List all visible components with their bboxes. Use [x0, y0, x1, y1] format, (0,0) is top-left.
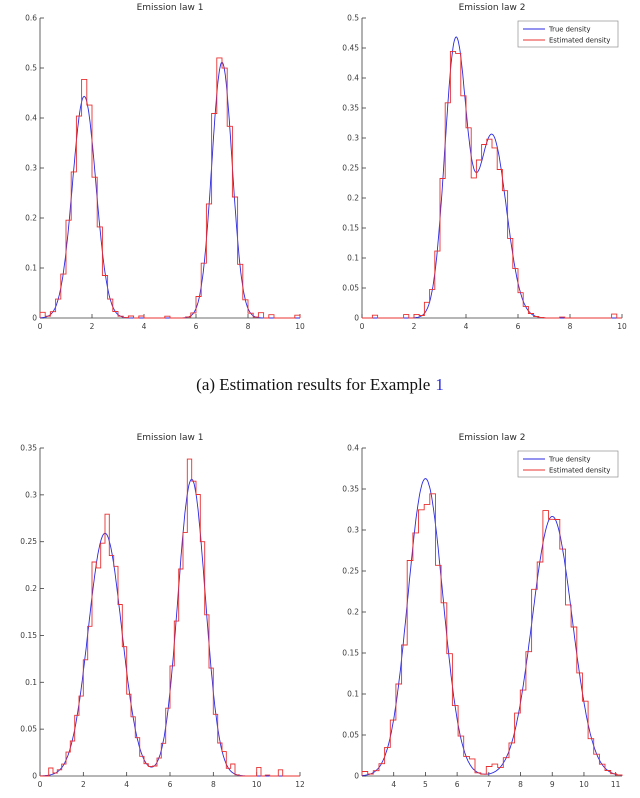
- svg-text:10: 10: [252, 780, 262, 789]
- svg-text:Emission law 1: Emission law 1: [137, 433, 204, 443]
- svg-text:0.1: 0.1: [347, 690, 359, 699]
- svg-text:4: 4: [391, 780, 396, 789]
- bottom-charts-row: Emission law 1 0 2 4 6 8 10 12 0 0.05 0.1 0.15 0.2 0.…: [0, 430, 640, 798]
- svg-text:0.2: 0.2: [25, 584, 37, 593]
- svg-text:0.3: 0.3: [25, 164, 37, 173]
- svg-text:0.1: 0.1: [347, 254, 359, 263]
- chart-bottom-right-emission-law-2: Emission law 2 4 5 6 7 8 9 10 11 0 0.05 0.1 0.15 0.2 0…: [332, 430, 630, 798]
- svg-text:10: 10: [617, 322, 627, 331]
- svg-text:8: 8: [211, 780, 216, 789]
- svg-text:Emission law 1: Emission law 1: [137, 3, 204, 13]
- svg-text:0.2: 0.2: [347, 608, 359, 617]
- svg-text:0.25: 0.25: [342, 164, 359, 173]
- svg-text:10: 10: [579, 780, 589, 789]
- svg-text:6: 6: [168, 780, 173, 789]
- svg-text:0.05: 0.05: [20, 725, 37, 734]
- svg-text:0.3: 0.3: [347, 526, 359, 535]
- svg-text:0.4: 0.4: [347, 74, 359, 83]
- chart-canvas-top-left: Emission law 1 0 2 4 6 8 10 0 0.1 0.2 0.3 0.4 0.5 0.6: [25, 3, 305, 331]
- svg-text:2: 2: [90, 322, 95, 331]
- svg-text:8: 8: [246, 322, 251, 331]
- chart-canvas-top-right: Emission law 2 0 2 4 6 8 10 0 0.05 0.1 0.15 0.2 0.25…: [342, 3, 627, 331]
- svg-text:Estimated density: Estimated density: [549, 36, 610, 44]
- top-charts-row: Emission law 1 0 2 4 6 8 10 0 0.1 0.2 0.3 0.4 0.5 0.6…: [0, 0, 640, 340]
- svg-text:0.05: 0.05: [342, 731, 359, 740]
- svg-text:4: 4: [142, 322, 147, 331]
- svg-text:4: 4: [124, 780, 129, 789]
- chart-canvas-bottom-left: Emission law 1 0 2 4 6 8 10 12 0 0.05 0.1 0.15 0.2 0.…: [20, 433, 305, 789]
- svg-text:5: 5: [423, 780, 428, 789]
- svg-text:12: 12: [295, 780, 305, 789]
- svg-text:11: 11: [611, 780, 621, 789]
- svg-text:0.2: 0.2: [347, 194, 359, 203]
- svg-text:0.6: 0.6: [25, 14, 37, 23]
- svg-text:0: 0: [32, 772, 37, 781]
- svg-text:0: 0: [38, 780, 43, 789]
- svg-text:0.45: 0.45: [342, 44, 359, 53]
- svg-text:0.35: 0.35: [342, 485, 359, 494]
- svg-text:0.15: 0.15: [342, 649, 359, 658]
- figure-caption: (a) Estimation results for Example 1: [0, 340, 640, 430]
- svg-text:2: 2: [412, 322, 417, 331]
- svg-text:0.3: 0.3: [347, 134, 359, 143]
- svg-text:Emission law 2: Emission law 2: [459, 433, 526, 443]
- svg-text:0: 0: [32, 314, 37, 323]
- svg-text:7: 7: [486, 780, 491, 789]
- svg-text:0.1: 0.1: [25, 264, 37, 273]
- svg-text:0.1: 0.1: [25, 678, 37, 687]
- svg-text:0.4: 0.4: [347, 444, 359, 453]
- svg-text:10: 10: [295, 322, 305, 331]
- svg-text:0.5: 0.5: [347, 14, 359, 23]
- svg-text:True density: True density: [548, 25, 591, 33]
- svg-text:6: 6: [516, 322, 521, 331]
- svg-text:0: 0: [354, 772, 359, 781]
- svg-text:True density: True density: [548, 455, 591, 463]
- svg-text:9: 9: [550, 780, 555, 789]
- chart-bottom-left-emission-law-1: Emission law 1 0 2 4 6 8 10 12 0 0.05 0.1 0.15 0.2 0.…: [10, 430, 308, 798]
- svg-text:0.5: 0.5: [25, 64, 37, 73]
- svg-text:0.05: 0.05: [342, 284, 359, 293]
- svg-text:8: 8: [518, 780, 523, 789]
- svg-text:4: 4: [464, 322, 469, 331]
- svg-text:0: 0: [360, 322, 365, 331]
- svg-text:0.25: 0.25: [342, 567, 359, 576]
- chart-canvas-bottom-right: Emission law 2 4 5 6 7 8 9 10 11 0 0.05 0.1 0.15 0.2 0…: [342, 433, 623, 789]
- svg-text:6: 6: [194, 322, 199, 331]
- svg-text:Emission law 2: Emission law 2: [459, 3, 526, 13]
- svg-text:0.15: 0.15: [342, 224, 359, 233]
- svg-text:6: 6: [455, 780, 460, 789]
- caption-text: (a) Estimation results for Example: [196, 375, 431, 394]
- caption-example-reference-link[interactable]: 1: [435, 375, 444, 394]
- svg-text:Estimated density: Estimated density: [549, 466, 610, 474]
- svg-text:0.15: 0.15: [20, 631, 37, 640]
- svg-text:0.35: 0.35: [20, 444, 37, 453]
- chart-top-left-emission-law-1: Emission law 1 0 2 4 6 8 10 0 0.1 0.2 0.3 0.4 0.5 0.6: [10, 0, 308, 340]
- chart-top-right-emission-law-2: Emission law 2 0 2 4 6 8 10 0 0.05 0.1 0.15 0.2 0.25…: [332, 0, 630, 340]
- svg-text:0: 0: [38, 322, 43, 331]
- svg-text:8: 8: [568, 322, 573, 331]
- svg-text:0.35: 0.35: [342, 104, 359, 113]
- svg-text:0: 0: [354, 314, 359, 323]
- svg-text:0.3: 0.3: [25, 490, 37, 499]
- svg-text:0.2: 0.2: [25, 214, 37, 223]
- svg-text:2: 2: [81, 780, 86, 789]
- svg-text:0.4: 0.4: [25, 114, 37, 123]
- svg-text:0.25: 0.25: [20, 537, 37, 546]
